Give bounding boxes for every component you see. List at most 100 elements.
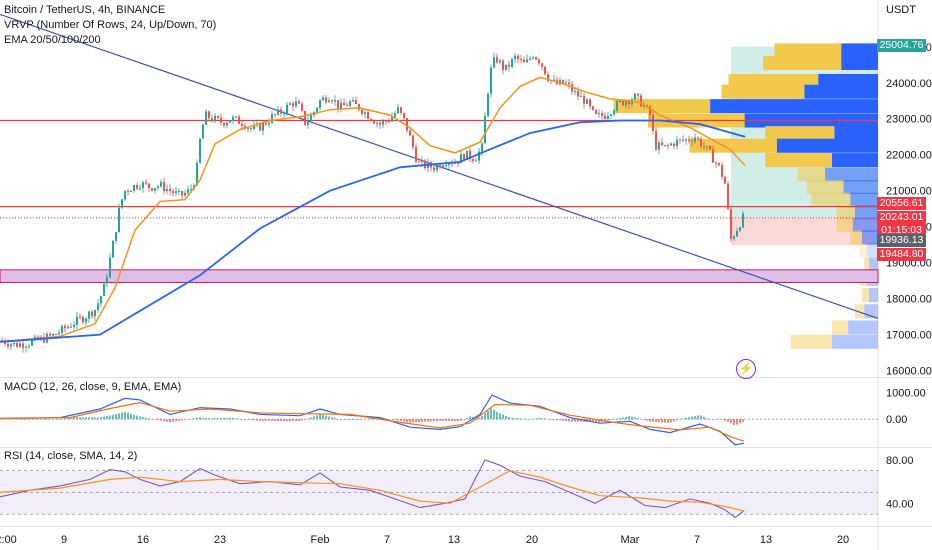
candle-body xyxy=(382,120,384,125)
candle-body xyxy=(25,346,27,348)
macd-histogram-bar xyxy=(289,419,291,422)
candle-body xyxy=(610,114,612,116)
candle-body xyxy=(61,325,63,333)
macd-histogram-bar xyxy=(670,419,672,423)
rsi-indicator-label[interactable]: RSI (14, close, SMA, 14, 2) xyxy=(4,450,138,462)
candle-body xyxy=(466,150,468,160)
time-tick-label: 23 xyxy=(214,534,226,546)
candle-body xyxy=(511,58,513,67)
candle-body xyxy=(367,112,369,119)
macd-histogram-bar xyxy=(226,417,228,420)
volume-profile-up-bar xyxy=(790,334,832,349)
macd-histogram-bar xyxy=(694,416,696,420)
candle-body xyxy=(334,100,336,102)
candle-body xyxy=(67,326,69,329)
candle-body xyxy=(400,107,402,114)
macd-histogram-bar xyxy=(79,417,81,420)
macd-histogram-bar xyxy=(22,418,24,420)
macd-histogram-bar xyxy=(208,418,210,420)
candle-body xyxy=(529,58,531,60)
candle-body xyxy=(64,325,66,329)
candle-body xyxy=(724,176,726,184)
macd-histogram-bar xyxy=(400,419,402,421)
candle-body xyxy=(667,145,669,147)
candle-body xyxy=(454,162,456,164)
macd-indicator-label[interactable]: MACD (12, 26, close, 9, EMA, EMA) xyxy=(4,381,182,393)
macd-histogram-bar xyxy=(184,419,186,420)
candle-body xyxy=(688,139,690,141)
macd-histogram-bar xyxy=(163,419,165,422)
macd-histogram-bar xyxy=(715,418,717,420)
symbol-title[interactable]: Bitcoin / TetherUS, 4h, BINANCE xyxy=(4,4,166,16)
macd-histogram-bar xyxy=(436,419,438,421)
candle-body xyxy=(373,120,375,124)
candle-body xyxy=(58,332,60,335)
macd-histogram-bar xyxy=(631,416,633,420)
candle-body xyxy=(634,93,636,100)
price-tick-label: 24000.00 xyxy=(886,78,932,90)
candle-body xyxy=(532,57,534,59)
macd-histogram-bar xyxy=(40,419,42,420)
candle-body xyxy=(343,102,345,106)
macd-histogram-bar xyxy=(502,414,504,420)
macd-histogram-bar xyxy=(238,418,240,420)
candle-body xyxy=(433,167,435,171)
macd-histogram-bar xyxy=(529,419,531,420)
macd-histogram-bar xyxy=(484,413,486,420)
lightning-icon[interactable]: ⚡ xyxy=(736,359,756,379)
candle-body xyxy=(100,296,102,304)
ema-indicator-label[interactable]: EMA 20/50/100/200 xyxy=(4,34,101,46)
macd-histogram-bar xyxy=(658,419,660,423)
macd-histogram-bar xyxy=(178,419,180,421)
candle-body xyxy=(127,190,129,192)
candle-body xyxy=(538,59,540,64)
macd-histogram-bar xyxy=(379,417,381,420)
candle-body xyxy=(286,104,288,114)
macd-histogram-bar xyxy=(64,418,66,420)
volume-profile-down-bar xyxy=(861,230,878,245)
vrvp-indicator-label[interactable]: VRVP (Number Of Rows, 24, Up/Down, 70) xyxy=(4,19,217,31)
macd-histogram-bar xyxy=(337,418,339,420)
macd-histogram-bar xyxy=(460,419,462,421)
macd-histogram-bar xyxy=(370,418,372,420)
macd-histogram-bar xyxy=(118,413,120,420)
macd-histogram-bar xyxy=(274,419,276,421)
macd-histogram-bar xyxy=(604,419,606,422)
candle-body xyxy=(196,162,198,186)
candle-body xyxy=(502,60,504,70)
macd-histogram-bar xyxy=(478,417,480,420)
volume-profile-down-bar xyxy=(850,192,878,207)
macd-histogram-bar xyxy=(13,418,15,420)
volume-profile-down-bar xyxy=(832,334,878,349)
macd-histogram-bar xyxy=(286,419,288,422)
candle-body xyxy=(52,333,54,336)
candle-body xyxy=(259,123,261,131)
candle-body xyxy=(262,122,264,131)
candle-body xyxy=(409,130,411,136)
macd-histogram-bar xyxy=(466,417,468,420)
candle-body xyxy=(298,101,300,104)
macd-histogram-bar xyxy=(394,419,396,421)
target-price-tag: 25004.76 xyxy=(877,39,926,52)
candle-body xyxy=(355,99,357,105)
candle-body xyxy=(16,342,18,347)
ema-value-tag: 19936.13 xyxy=(877,234,926,247)
candle-body xyxy=(4,340,6,344)
macd-histogram-bar xyxy=(367,418,369,420)
candle-body xyxy=(484,115,486,144)
macd-histogram-bar xyxy=(385,418,387,420)
candle-body xyxy=(310,115,312,121)
candle-body xyxy=(481,143,483,152)
time-tick-label: Feb xyxy=(311,534,330,546)
volume-profile-down-bar xyxy=(832,153,878,168)
macd-histogram-bar xyxy=(232,418,234,420)
volume-profile-down-bar xyxy=(868,288,878,303)
macd-histogram-bar xyxy=(160,419,162,421)
volume-profile-up-bar xyxy=(728,73,819,88)
candle-body xyxy=(169,189,171,192)
candle-body xyxy=(460,154,462,164)
macd-histogram-bar xyxy=(493,409,495,420)
macd-histogram-bar xyxy=(43,419,45,420)
volume-profile-up-bar xyxy=(864,257,869,272)
